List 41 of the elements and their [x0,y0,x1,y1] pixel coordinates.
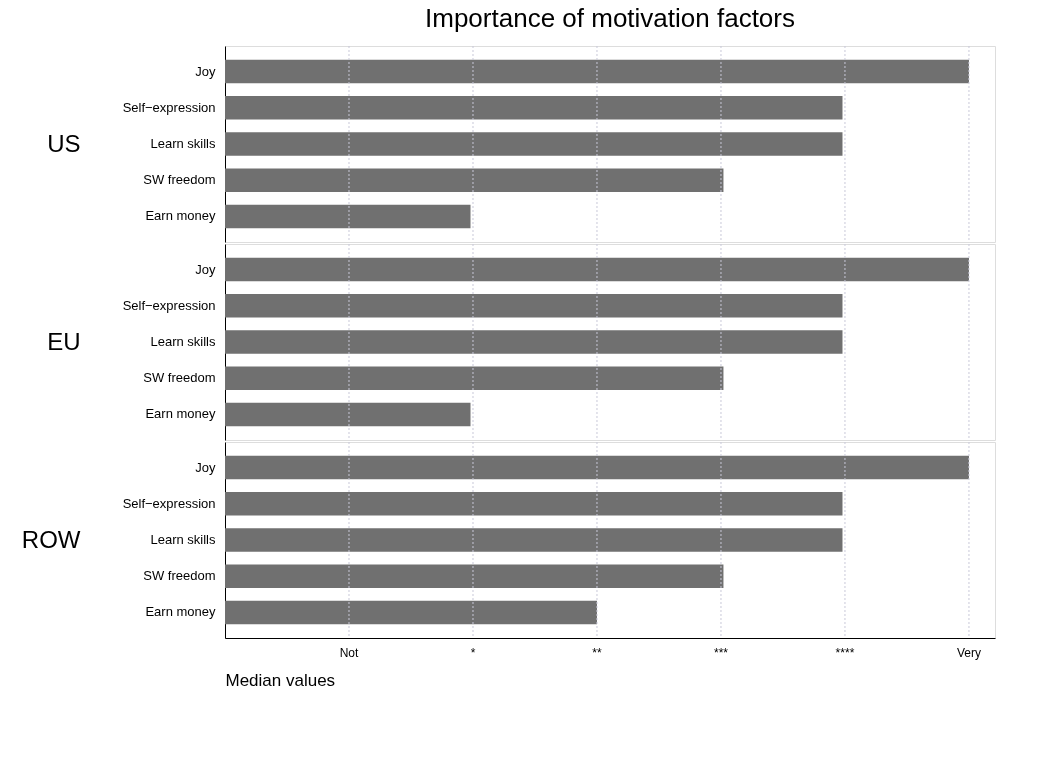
bar [225,564,724,588]
bar [225,204,471,229]
y-axis-title: EU [47,327,81,355]
x-axis-title: Median values [225,670,336,690]
y-tick-label: Earn money [145,604,216,620]
bar [225,59,969,84]
y-tick-label: Self−expression [122,297,216,313]
y-tick-label: Joy [195,261,216,277]
bar [225,257,969,282]
bar [225,132,843,156]
bar [225,96,843,120]
y-tick-label: Self−expression [122,495,216,511]
y-tick-label: SW freedom [143,568,216,584]
y-tick-label: Earn money [145,406,216,422]
y-tick-label: SW freedom [143,370,216,386]
y-axis-title: US [47,129,81,157]
bar [225,366,724,390]
text: Not [339,646,359,660]
text: Very [956,646,981,660]
bar [225,492,843,516]
bar [225,402,471,427]
y-tick-label: Learn skills [150,532,216,547]
y-tick-label: Self−expression [122,99,216,115]
y-tick-label: Joy [195,459,216,475]
text: *** [713,646,729,660]
bar [225,455,969,480]
bar [225,294,843,318]
y-tick-label: Learn skills [150,334,216,349]
bar [225,168,724,192]
y-tick-label: Joy [195,63,216,79]
text: **** [835,646,855,660]
y-tick-label: SW freedom [143,172,216,188]
y-tick-label: Learn skills [150,136,216,151]
bar [225,600,597,625]
bar [225,330,843,354]
text: * [470,646,476,660]
bar [225,528,843,552]
y-axis-title: ROW [21,525,81,553]
text: ** [592,646,602,660]
y-tick-label: Earn money [145,208,216,224]
chart-title: Importance of motivation factors [425,2,795,33]
